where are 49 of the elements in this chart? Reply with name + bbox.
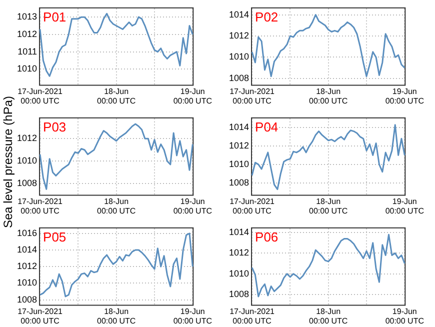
x-tick-label: 17-Jun-2021 00:00 UTC bbox=[18, 306, 64, 326]
x-tick-label: 19-Jun 00:00 UTC bbox=[385, 86, 424, 106]
y-tick-label: 1012 bbox=[16, 261, 38, 272]
y-tick-label: 1010 bbox=[228, 52, 250, 62]
x-tick-label: 19-Jun 00:00 UTC bbox=[173, 196, 212, 216]
x-tick-label: 18-Jun 00:00 UTC bbox=[96, 306, 136, 326]
x-tick-label: 18-Jun 00:00 UTC bbox=[308, 306, 348, 326]
y-tick-label: 1008 bbox=[228, 177, 250, 188]
x-tick-label: 18-Jun 00:00 UTC bbox=[96, 196, 136, 216]
y-tick-label: 1010 bbox=[228, 158, 250, 169]
y-tick-label: 1014 bbox=[228, 122, 250, 132]
y-axis-title: Sea level pressure (hPa) bbox=[1, 94, 15, 230]
y-tick-label: 1011 bbox=[18, 46, 38, 56]
x-tick-label: 19-Jun 00:00 UTC bbox=[385, 306, 424, 326]
y-tick-label: 1010 bbox=[16, 278, 38, 288]
chart-title: P06 bbox=[255, 229, 278, 244]
y-tick-label: 1008 bbox=[16, 294, 38, 304]
x-tick-label: 17-Jun-2021 00:00 UTC bbox=[18, 196, 64, 216]
y-tick-label: 1008 bbox=[228, 288, 250, 299]
x-tick-label: 17-Jun-2021 00:00 UTC bbox=[18, 86, 64, 106]
x-tick-label: 18-Jun 00:00 UTC bbox=[308, 196, 348, 216]
y-tick-label: 1010 bbox=[16, 64, 38, 74]
x-tick-label: 19-Jun 00:00 UTC bbox=[173, 306, 212, 326]
y-tick-label: 1010 bbox=[16, 156, 38, 166]
chart-title: P04 bbox=[255, 119, 278, 134]
y-tick-label: 1008 bbox=[16, 178, 38, 188]
y-tick-label: 1016 bbox=[16, 228, 38, 238]
chart-title: P03 bbox=[43, 119, 66, 134]
y-tick-label: 1012 bbox=[16, 28, 38, 39]
x-tick-label: 19-Jun 00:00 UTC bbox=[385, 196, 424, 216]
x-tick-label: 17-Jun-2021 00:00 UTC bbox=[230, 306, 276, 326]
y-tick-label: 1008 bbox=[228, 72, 250, 83]
y-tick-label: 1014 bbox=[228, 227, 250, 238]
x-tick-label: 18-Jun 00:00 UTC bbox=[96, 86, 136, 106]
x-tick-label: 17-Jun-2021 00:00 UTC bbox=[230, 196, 276, 216]
x-tick-label: 17-Jun-2021 00:00 UTC bbox=[230, 86, 276, 106]
x-tick-label: 19-Jun 00:00 UTC bbox=[173, 86, 212, 106]
chart-title: P05 bbox=[43, 229, 66, 244]
y-tick-label: 1012 bbox=[228, 248, 250, 258]
x-tick-label: 18-Jun 00:00 UTC bbox=[308, 86, 348, 106]
y-tick-label: 1012 bbox=[228, 30, 250, 40]
y-tick-label: 1010 bbox=[228, 268, 250, 278]
chart-title: P01 bbox=[43, 9, 66, 24]
y-tick-label: 1014 bbox=[228, 9, 250, 20]
y-tick-label: 1012 bbox=[16, 133, 38, 144]
y-tick-label: 1014 bbox=[16, 244, 38, 254]
chart-title: P02 bbox=[255, 9, 278, 24]
y-tick-label: 1013 bbox=[16, 12, 38, 22]
y-tick-label: 1012 bbox=[228, 140, 250, 150]
